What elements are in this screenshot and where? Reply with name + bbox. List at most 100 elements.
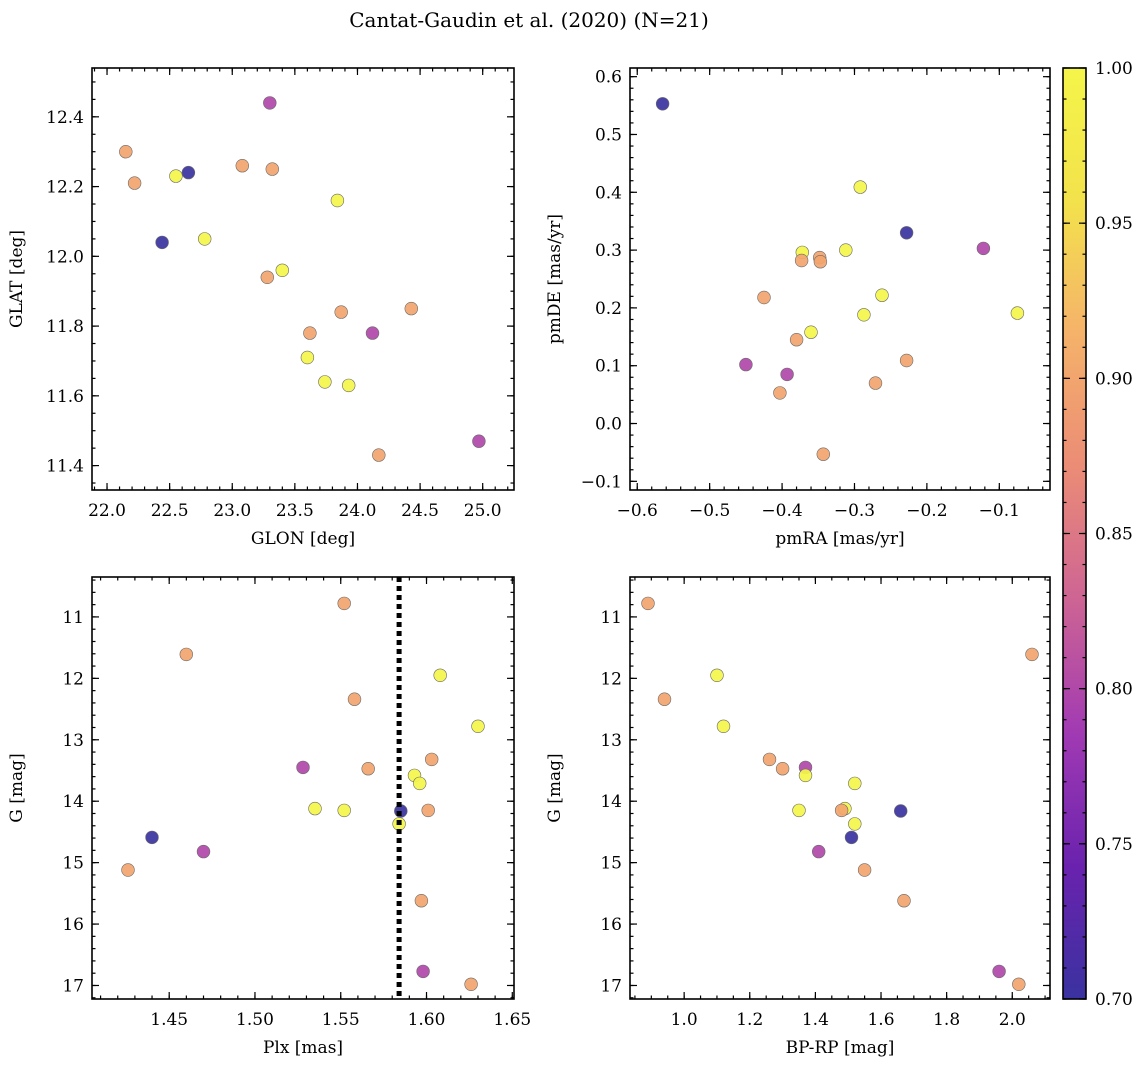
x-tick-label: 1.45 <box>150 1010 188 1030</box>
x-tick-label: 23.5 <box>276 501 314 521</box>
y-tick-label: 12.0 <box>46 247 84 267</box>
panel-plx-g: 1.45 1.50 1.55 1.60 1.65 11 12 13 14 15 16 17 Plx [m… <box>7 576 531 1058</box>
data-point <box>839 243 853 257</box>
data-point <box>433 668 447 682</box>
y-axis-label: GLAT [deg] <box>7 230 27 328</box>
x-tick-label: 1.6 <box>867 1010 894 1030</box>
data-point <box>342 378 356 393</box>
data-point <box>365 326 380 340</box>
y-tick-label: 17 <box>600 976 622 996</box>
data-point <box>893 804 908 818</box>
data-point <box>813 255 828 269</box>
y-tick-label: 14 <box>600 792 622 812</box>
colorbar-tick-label: 0.70 <box>1095 990 1133 1010</box>
data-point <box>361 761 375 776</box>
data-point <box>899 226 914 240</box>
y-axis-label: G [mag] <box>545 753 565 822</box>
data-point <box>303 326 317 340</box>
points-pmra-pmde <box>655 97 1025 461</box>
data-point <box>472 434 486 448</box>
colorbar-frame <box>1062 67 1087 1000</box>
data-point <box>641 596 655 611</box>
data-point <box>811 844 826 859</box>
data-point <box>992 964 1006 979</box>
data-point <box>848 776 862 791</box>
data-point <box>848 817 862 831</box>
data-point <box>198 232 212 246</box>
x-tick-label: −0.6 <box>617 501 658 521</box>
y-tick-label: 13 <box>600 731 622 751</box>
data-point <box>196 844 211 859</box>
x-tick-label: 1.8 <box>933 1010 960 1030</box>
data-point <box>798 768 813 783</box>
y-tick-label: 13 <box>62 731 84 751</box>
y-tick-label: 0.0 <box>595 415 622 435</box>
axes-frame <box>629 576 1051 1000</box>
y-tick-label: 0.2 <box>595 299 622 319</box>
data-point <box>976 241 991 256</box>
ticks-glon-glat: 22.0 22.5 23.0 23.5 24.0 24.5 25.0 11.4 11.6 11.8… <box>46 68 514 521</box>
colorbar-tick-label: 0.85 <box>1095 525 1133 545</box>
data-point <box>181 165 196 180</box>
y-tick-label: 0.3 <box>595 241 622 261</box>
data-point <box>834 803 849 818</box>
x-axis-label: GLON [deg] <box>251 529 355 549</box>
data-point <box>121 863 135 877</box>
axes-frame <box>629 67 1051 491</box>
data-point <box>414 893 429 908</box>
data-point <box>235 159 250 173</box>
data-point <box>296 760 310 775</box>
data-point <box>804 325 818 339</box>
ticks-pmra-pmde: −0.6 −0.5 −0.4 −0.3 −0.2 −0.1 −0.1 0.0 0.1 0.2 0.3… <box>581 68 1050 521</box>
data-point <box>875 288 889 302</box>
x-tick-label: 25.0 <box>464 501 502 521</box>
data-point <box>780 367 794 382</box>
data-point <box>404 301 418 316</box>
data-point <box>868 376 883 390</box>
y-tick-label: 12.4 <box>46 108 84 128</box>
data-point <box>425 752 439 767</box>
data-point <box>853 180 867 194</box>
x-tick-label: −0.3 <box>834 501 875 521</box>
data-point <box>775 761 790 776</box>
data-point <box>300 350 315 365</box>
colorbar: 0.70 0.75 0.80 0.85 0.90 0.95 1.00 <box>1062 59 1133 1010</box>
y-tick-label: 12.2 <box>46 178 84 198</box>
data-point <box>471 719 485 733</box>
data-point <box>816 447 830 461</box>
data-point <box>347 692 362 706</box>
data-point <box>416 964 430 979</box>
y-tick-label: 0.6 <box>595 68 622 88</box>
data-point <box>308 801 322 816</box>
y-tick-label: 0.1 <box>595 357 622 377</box>
y-tick-label: 12 <box>62 669 84 689</box>
colorbar-tick-label: 1.00 <box>1095 59 1133 79</box>
data-point <box>330 193 345 208</box>
panel-glon-glat: 22.0 22.5 23.0 23.5 24.0 24.5 25.0 11.4 11.6 11.8… <box>7 67 515 549</box>
x-axis-label: BP-RP [mag] <box>786 1038 895 1058</box>
axes-frame <box>91 67 515 491</box>
x-tick-label: 1.60 <box>408 1010 446 1030</box>
data-point <box>773 386 787 400</box>
y-tick-label: 0.4 <box>595 183 622 203</box>
y-tick-label: 11.4 <box>46 457 84 477</box>
x-tick-label: 1.55 <box>322 1010 360 1030</box>
colorbar-tick-label: 0.90 <box>1095 369 1133 389</box>
y-tick-label: 11 <box>62 608 84 628</box>
x-tick-label: −0.2 <box>906 501 947 521</box>
data-point <box>1010 306 1025 320</box>
data-point <box>155 235 169 250</box>
panel-bprp-g: 1.0 1.2 1.4 1.6 1.8 2.0 11 12 13 14 15 16 17 BP-RP [m… <box>545 576 1051 1058</box>
points-glon-glat <box>119 96 486 462</box>
data-point <box>655 97 670 111</box>
data-point <box>716 719 731 733</box>
x-tick-label: 22.5 <box>151 501 189 521</box>
data-point <box>413 776 427 791</box>
data-point <box>337 803 351 818</box>
x-axis-label: Plx [mas] <box>263 1038 343 1058</box>
data-point <box>1012 977 1026 991</box>
x-tick-label: −0.1 <box>979 501 1020 521</box>
y-tick-label: 14 <box>62 792 84 812</box>
data-point <box>857 308 871 322</box>
y-tick-label: 15 <box>62 854 84 874</box>
